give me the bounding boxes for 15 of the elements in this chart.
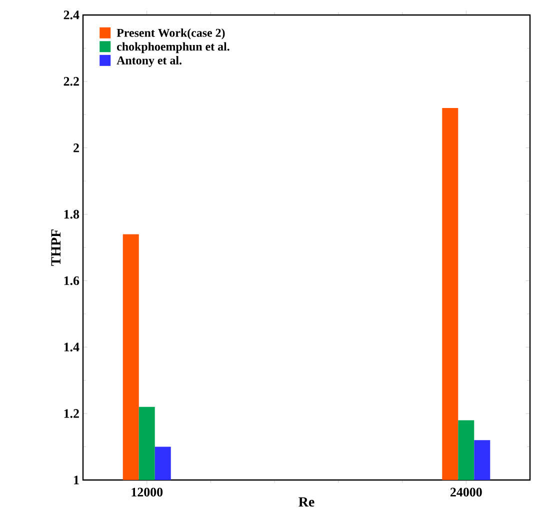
y-tick-label: 1 xyxy=(74,476,79,484)
y-tick-label: 2 xyxy=(74,144,79,152)
x-tick-label: 12000 xyxy=(132,488,163,496)
y-tick-label: 2.4 xyxy=(64,10,80,20)
y-tick-label: 1.6 xyxy=(64,276,80,286)
x-axis-title: Re xyxy=(298,497,314,507)
y-tick-label: 2.2 xyxy=(64,77,79,86)
y-tick-label: 1.4 xyxy=(64,342,80,352)
y-tick-label: 1.2 xyxy=(64,409,79,418)
legend-label: Antony et al. xyxy=(116,56,182,67)
y-axis-title: THPF xyxy=(51,230,60,266)
x-tick-label: 24000 xyxy=(450,488,482,496)
legend-label: Present Work(case 2) xyxy=(116,28,225,40)
y-tick-label: 1.8 xyxy=(64,210,80,219)
legend-label: chokphoemphun et al. xyxy=(117,42,230,54)
